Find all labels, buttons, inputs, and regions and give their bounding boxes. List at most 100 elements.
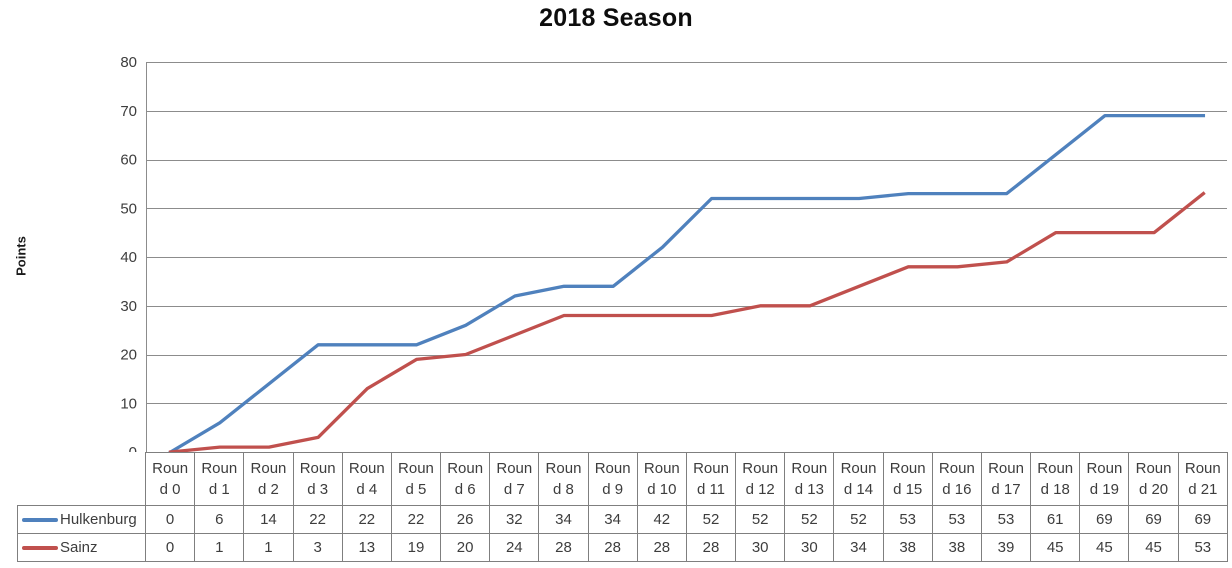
- sainz-value-cell-21: 53: [1177, 533, 1229, 562]
- category-label-line1: Roun: [299, 460, 336, 477]
- category-label-line2: d 7: [503, 481, 525, 498]
- hulkenburg-value-cell-18: 61: [1030, 505, 1081, 534]
- x-axis-category-label-9: Roun d 9: [587, 452, 638, 506]
- category-label-line2: d 21: [1188, 481, 1218, 498]
- category-label-line1: Roun: [1037, 460, 1074, 477]
- category-label-line1: Roun: [152, 460, 189, 477]
- category-label-line1: Roun: [594, 460, 631, 477]
- hulkenburg-legend-cell: Hulkenburg: [16, 505, 147, 534]
- category-label-line2: d 8: [553, 481, 574, 498]
- category-label-line2: d 4: [356, 481, 378, 498]
- category-label-line2: d 15: [893, 481, 923, 498]
- category-label-line2: d 14: [843, 481, 874, 498]
- category-label-line2: d 10: [647, 481, 677, 498]
- hulkenburg-value-cell-16: 53: [931, 505, 982, 534]
- hulkenburg-value-cell-9: 34: [587, 505, 638, 534]
- category-label-line1: Roun: [250, 460, 287, 477]
- x-axis-category-label-6: Roun d 6: [440, 452, 491, 506]
- sainz-value-cell-4: 13: [341, 533, 392, 562]
- y-tick-label-30: 30: [120, 298, 137, 315]
- sainz-value-cell-8: 28: [538, 533, 589, 562]
- sainz-series-key-line-icon: [22, 545, 58, 550]
- sainz-value-cell-2: 1: [243, 533, 294, 562]
- category-label-line1: Roun: [643, 460, 680, 477]
- hulkenburg-value-cell-0: 0: [145, 505, 196, 534]
- x-axis-category-label-19: Roun d 19: [1079, 452, 1130, 506]
- hulkenburg-value-cell-7: 32: [489, 505, 540, 534]
- chart-title: 2018 Season: [539, 4, 693, 32]
- x-axis-category-label-0: Roun d 0: [145, 452, 196, 506]
- x-axis-category-label-1: Roun d 1: [194, 452, 245, 506]
- sainz-value-cell-17: 39: [980, 533, 1032, 562]
- category-label-line1: Roun: [791, 460, 828, 477]
- category-label-line2: d 9: [602, 481, 624, 498]
- sainz-value-cell-18: 45: [1030, 533, 1081, 562]
- x-axis-category-label-16: Roun d 16: [931, 452, 982, 506]
- x-axis-category-label-17: Roun d 17: [980, 452, 1032, 506]
- legend-corner-blank: [18, 453, 146, 506]
- category-label-line2: d 16: [942, 481, 972, 498]
- category-label-line2: d 6: [454, 481, 476, 498]
- plot-area: 0 10 20 30 40 50 60 70 80: [120, 54, 1227, 452]
- x-axis-category-label-18: Roun d 18: [1030, 452, 1081, 506]
- hulkenburg-value-cell-10: 42: [636, 505, 687, 534]
- hulkenburg-value-cell-14: 52: [833, 505, 884, 534]
- hulkenburg-table-row: Hulkenburg 0 6 14 22 22 22 26 32 34 34 42 52 52 52 52 53…: [16, 505, 1229, 534]
- category-label-line1: Roun: [398, 460, 434, 477]
- sainz-value-cell-6: 20: [440, 533, 491, 562]
- sainz-value-cell-0: 0: [145, 533, 196, 562]
- y-tick-label-40: 40: [120, 249, 137, 266]
- category-label-line2: d 0: [159, 481, 181, 498]
- category-label-line1: Roun: [348, 460, 385, 477]
- category-label-line2: d 11: [696, 481, 726, 498]
- hulkenburg-value-cell-12: 52: [735, 505, 786, 534]
- sainz-value-cell-9: 28: [587, 533, 638, 562]
- y-tick-label-60: 60: [120, 152, 137, 169]
- sainz-table-row: Sainz 0 1 1 3 13 19 20 24 28 28 28 28 30 30 34 38 38 39 45 4…: [16, 533, 1229, 562]
- hulkenburg-series-line: [168, 113, 1206, 452]
- sainz-value-cell-12: 30: [735, 533, 786, 562]
- sainz-value-cell-15: 38: [882, 533, 933, 562]
- category-label-line1: Roun: [545, 460, 582, 477]
- y-tick-label-0: 0: [129, 444, 137, 452]
- category-label-line2: d 2: [258, 481, 279, 498]
- category-label-line1: Roun: [496, 460, 533, 477]
- x-axis-category-label-21: Roun d 21: [1177, 452, 1229, 506]
- x-axis-category-label-20: Roun d 20: [1128, 452, 1179, 506]
- category-label-line2: d 13: [794, 481, 824, 498]
- hulkenburg-value-cell-6: 26: [440, 505, 491, 534]
- x-axis-category-label-13: Roun d 13: [784, 452, 835, 506]
- hulkenburg-value-cell-13: 52: [784, 505, 835, 534]
- sainz-value-cell-3: 3: [292, 533, 343, 562]
- category-label-line1: Roun: [889, 460, 926, 477]
- table-body: Roun d 0 Roun d 1 Roun d 2 Roun d 3 Roun d 4 Roun d…: [16, 452, 1229, 562]
- hulkenburg-value-cell-1: 6: [194, 505, 245, 534]
- x-axis-category-label-12: Roun d 12: [735, 452, 786, 506]
- sainz-series-line: [168, 191, 1206, 452]
- category-label-line1: Roun: [1184, 460, 1221, 477]
- x-axis-category-label-10: Roun d 10: [636, 452, 687, 506]
- hulkenburg-value-cell-8: 34: [538, 505, 589, 534]
- x-axis-category-label-3: Roun d 3: [292, 452, 343, 506]
- legend-entry: Hulkenburg: [19, 511, 145, 528]
- sainz-value-cell-5: 19: [390, 533, 442, 562]
- category-label-line1: Roun: [201, 460, 238, 477]
- hulkenburg-value-cell-15: 53: [882, 505, 933, 534]
- hulkenburg-value-cell-17: 53: [980, 505, 1032, 534]
- sainz-legend-cell: Sainz: [16, 533, 147, 562]
- sainz-value-cell-14: 34: [833, 533, 884, 562]
- category-label-line2: d 20: [1138, 481, 1169, 498]
- y-tick-label-70: 70: [120, 103, 137, 120]
- sainz-value-cell-1: 1: [194, 533, 245, 562]
- data-table: Roun d 0 Roun d 1 Roun d 2 Roun d 3 Roun d 4 Roun d…: [16, 452, 1229, 562]
- category-label-line2: d 17: [991, 481, 1021, 498]
- sainz-value-cell-19: 45: [1079, 533, 1130, 562]
- x-axis-category-label-8: Roun d 8: [538, 452, 589, 506]
- x-axis-category-label-2: Roun d 2: [243, 452, 294, 506]
- x-axis-category-label-4: Roun d 4: [341, 452, 392, 506]
- x-axis-category-label-7: Roun d 7: [489, 452, 540, 506]
- x-axis-category-label-11: Roun d 11: [685, 452, 737, 506]
- sainz-value-cell-13: 30: [784, 533, 835, 562]
- hulkenburg-value-cell-3: 22: [292, 505, 343, 534]
